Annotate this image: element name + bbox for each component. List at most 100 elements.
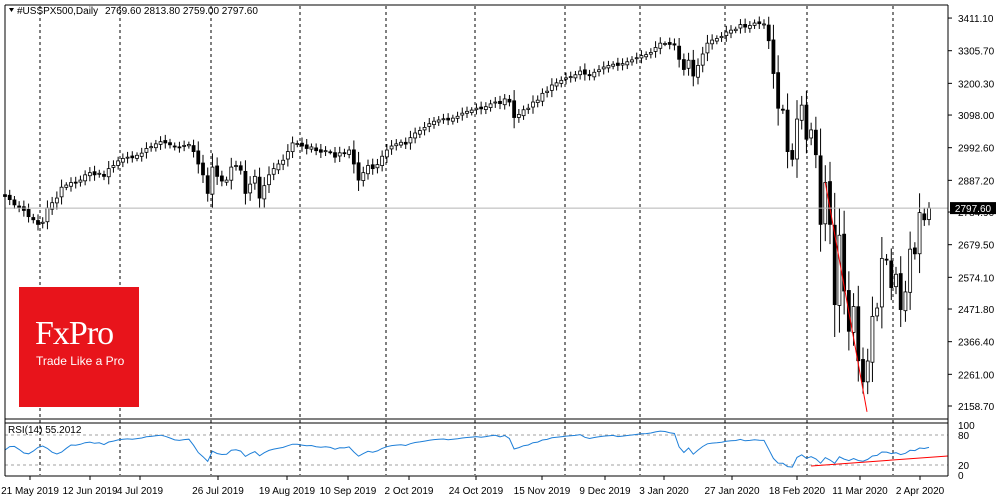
candle	[705, 34, 710, 62]
x-tick-label: 9 Dec 2019	[579, 486, 631, 497]
candle	[691, 49, 696, 87]
candle	[568, 71, 573, 83]
candle	[908, 231, 913, 310]
candle	[653, 41, 658, 58]
candle	[26, 203, 31, 223]
candle	[752, 19, 757, 29]
candle	[219, 170, 224, 187]
candle	[818, 128, 823, 252]
candle	[747, 21, 752, 33]
candle	[573, 71, 578, 82]
candle	[158, 136, 163, 150]
candle	[724, 25, 729, 42]
candle	[493, 97, 498, 108]
candle	[611, 61, 616, 70]
y-tick-label: 3305.70	[958, 47, 995, 58]
candle	[460, 107, 465, 121]
candle	[186, 141, 191, 149]
rsi-trendline[interactable]	[811, 455, 949, 467]
candle	[889, 248, 894, 301]
candle	[630, 56, 634, 66]
candle	[300, 137, 304, 152]
candle	[776, 55, 781, 126]
trendlines	[811, 182, 949, 467]
candle	[861, 347, 865, 394]
candle	[347, 146, 352, 159]
candle	[413, 127, 418, 144]
candle	[111, 160, 116, 173]
price-trendline[interactable]	[824, 182, 868, 412]
candle	[549, 78, 554, 98]
candle	[762, 19, 766, 29]
candle	[743, 18, 748, 33]
candle	[884, 254, 889, 266]
current-price-tag-bg	[950, 202, 996, 215]
y-tick-label: 2992.60	[958, 144, 995, 155]
candle	[531, 95, 535, 114]
x-tick-label: 21 May 2019	[1, 486, 59, 497]
candle	[328, 149, 333, 155]
rsi-tick-label: 0	[958, 471, 964, 482]
candle	[375, 158, 380, 174]
candle	[535, 95, 540, 108]
candle	[172, 142, 177, 151]
candle	[290, 136, 295, 159]
candle	[809, 122, 814, 146]
candle	[309, 143, 314, 153]
candle	[408, 130, 413, 150]
candle	[648, 48, 653, 59]
candle	[554, 78, 559, 91]
candle	[606, 60, 611, 73]
y-tick-label: 2158.70	[958, 402, 995, 413]
candle	[168, 138, 172, 149]
candle	[894, 266, 898, 295]
candle	[587, 69, 592, 81]
candle	[224, 176, 229, 186]
candle	[507, 94, 512, 107]
candle	[116, 156, 121, 170]
candle	[898, 256, 903, 327]
candle	[337, 146, 342, 163]
candle	[125, 151, 130, 164]
candle	[83, 170, 88, 186]
rsi-tick-label: 100	[958, 421, 975, 432]
candle	[545, 86, 550, 98]
candle	[625, 57, 630, 70]
candle	[366, 159, 370, 180]
candle	[120, 153, 125, 168]
candle	[144, 142, 149, 159]
candle	[512, 90, 517, 129]
candle	[733, 26, 738, 34]
x-tick-label: 26 Jul 2019	[192, 486, 244, 497]
candle	[92, 165, 97, 181]
candle	[149, 142, 154, 152]
x-tick-label: 27 Jan 2020	[704, 486, 759, 497]
candle	[17, 201, 22, 213]
candle	[201, 154, 205, 183]
candle	[229, 157, 234, 190]
candle	[281, 154, 286, 171]
dropdown-arrow-icon[interactable]	[9, 8, 14, 12]
candle	[271, 162, 276, 181]
candle	[488, 99, 493, 112]
candle	[389, 140, 394, 155]
candle	[323, 146, 328, 157]
candle	[40, 217, 45, 229]
rsi-tick-label: 20	[958, 461, 970, 472]
candle	[59, 179, 64, 205]
candle	[592, 68, 597, 81]
candle	[380, 150, 385, 172]
candle	[446, 113, 451, 126]
candle	[785, 93, 790, 169]
rsi-level-lines	[5, 434, 948, 466]
candle	[248, 176, 253, 201]
candle	[879, 236, 884, 329]
x-tick-label: 15 Nov 2019	[514, 486, 571, 497]
candle	[191, 139, 196, 158]
candle	[615, 57, 620, 71]
candle	[719, 32, 724, 42]
candle	[502, 94, 507, 110]
candle	[139, 147, 144, 162]
candle	[436, 116, 441, 126]
